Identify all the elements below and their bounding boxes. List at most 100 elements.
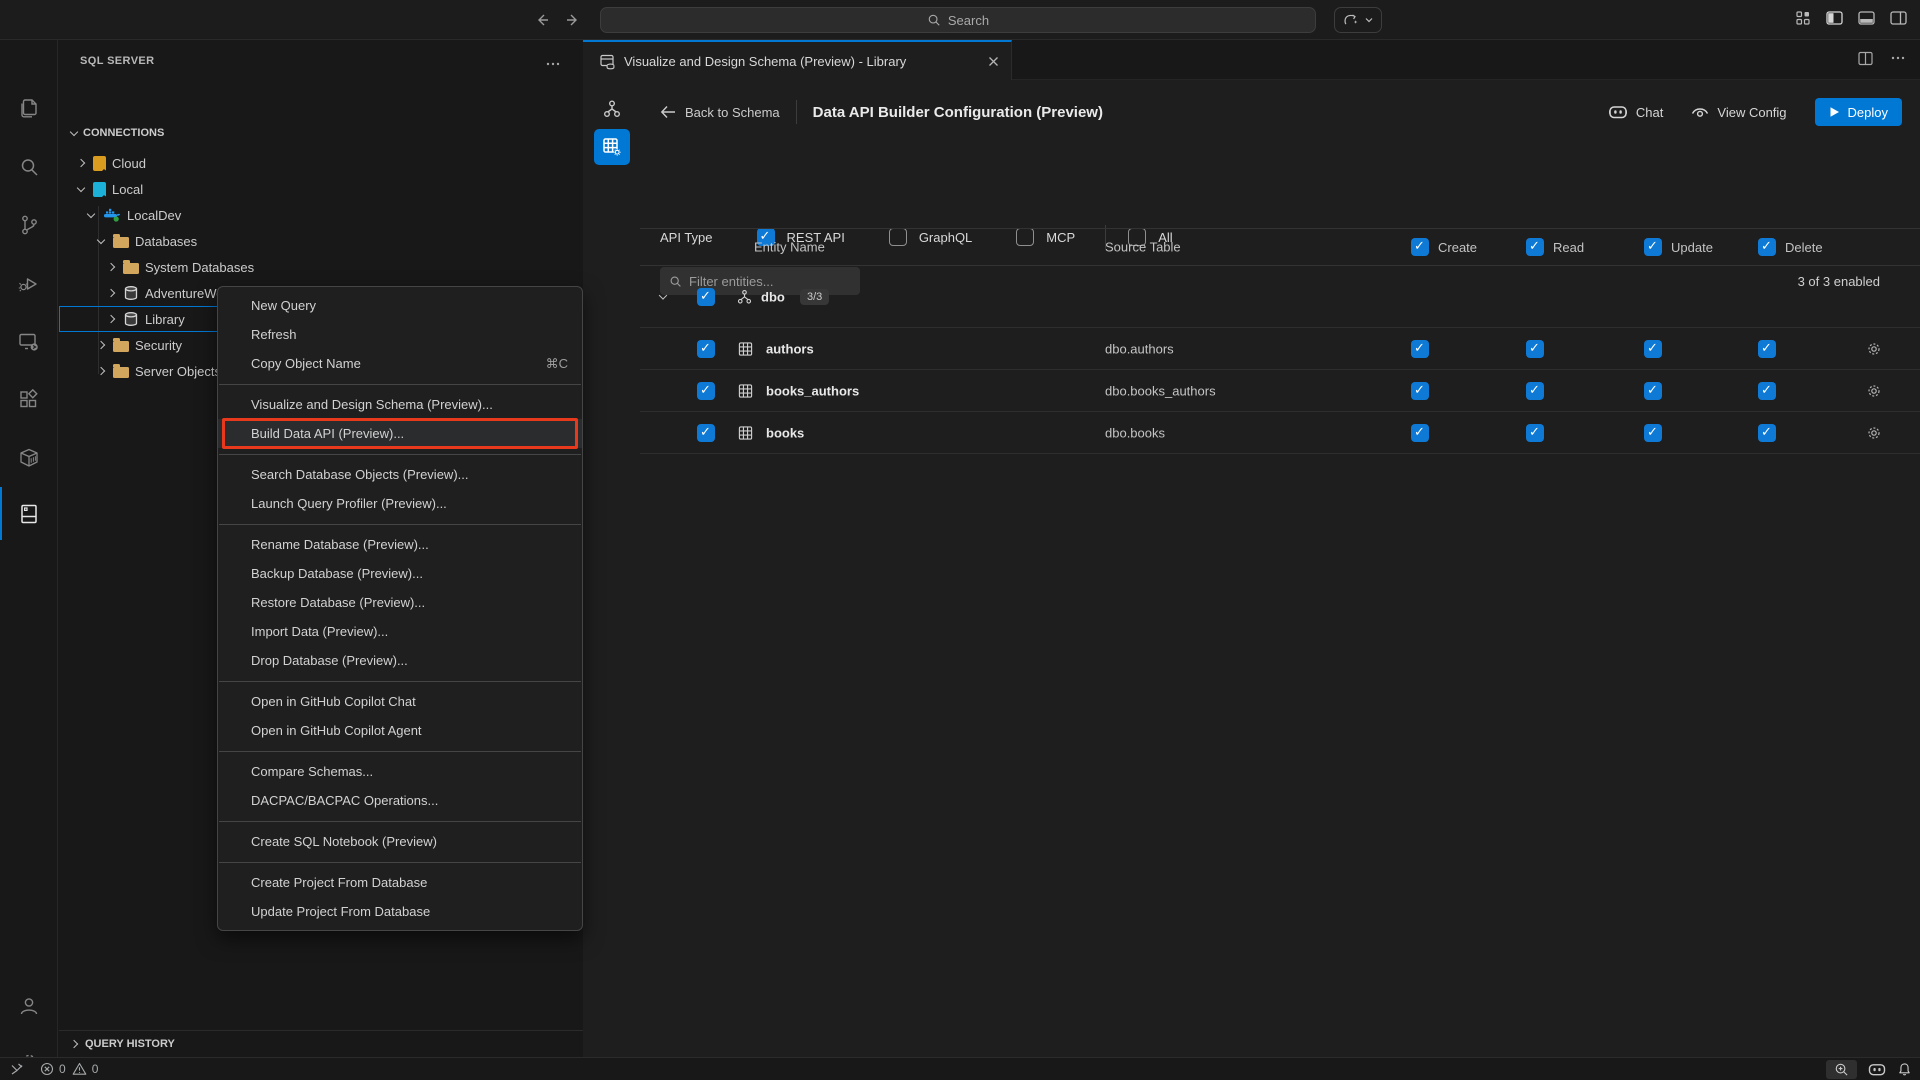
menu-item-new-query[interactable]: New Query [251,298,317,313]
menu-item-drop-database[interactable]: Drop Database (Preview)... [251,653,408,668]
connections-section-header[interactable]: CONNECTIONS [59,122,583,144]
table-icon [738,425,753,440]
tree-item-security[interactable]: Security [59,332,583,358]
menu-item-build-data-api[interactable]: Build Data API (Preview)... [218,418,582,449]
update-checkbox[interactable] [1644,339,1662,358]
toggle-editor-layout-icon[interactable] [1857,50,1874,67]
menu-item-launch-query-profiler[interactable]: Launch Query Profiler (Preview)... [251,496,447,511]
zoom-in-icon[interactable] [1826,1059,1857,1079]
chevron-down-icon [86,209,96,218]
table-row-books-authors[interactable]: books_authors dbo.books_authors [640,370,1920,412]
search-input[interactable]: Search [600,7,1316,33]
tree-item-library[interactable]: Library [59,306,583,332]
toggle-secondary-sidebar-icon[interactable] [1889,9,1908,27]
create-checkbox[interactable] [1411,423,1429,442]
read-checkbox[interactable] [1526,339,1544,358]
table-row-books[interactable]: books dbo.books [640,412,1920,454]
errors-indicator[interactable]: 0 [40,1062,66,1076]
context-menu: New Query Refresh Copy Object Name ⌘C Vis… [217,286,583,931]
folder-icon [113,233,129,248]
delete-column-checkbox[interactable] [1758,238,1776,256]
chat-button[interactable]: Chat [1608,104,1663,120]
row-settings-gear-icon[interactable] [1866,383,1882,399]
create-column-checkbox[interactable] [1411,238,1429,256]
schema-designer-icon [599,53,616,70]
menu-item-search-database-objects[interactable]: Search Database Objects (Preview)... [251,467,469,482]
update-column-checkbox[interactable] [1644,238,1662,256]
deploy-button[interactable]: Deploy [1814,98,1902,126]
run-and-debug-icon[interactable] [17,272,41,296]
crossed-chevrons-icon[interactable] [10,1062,24,1076]
delete-checkbox[interactable] [1758,423,1776,442]
menu-item-open-copilot-agent[interactable]: Open in GitHub Copilot Agent [251,723,422,738]
menu-item-refresh[interactable]: Refresh [251,327,297,342]
chevron-down-icon[interactable] [658,290,668,300]
extensions-icon[interactable] [17,388,41,412]
filter-entities-input[interactable] [689,273,849,289]
read-checkbox[interactable] [1526,381,1544,400]
menu-item-compare-schemas[interactable]: Compare Schemas... [251,764,374,779]
query-history-section-header[interactable]: QUERY HISTORY [59,1030,583,1057]
explorer-icon[interactable] [17,96,41,120]
menu-item-rename-database[interactable]: Rename Database (Preview)... [251,537,429,552]
row-checkbox[interactable] [697,381,715,400]
menu-item-update-project[interactable]: Update Project From Database [251,904,431,919]
tree-item-server-objects[interactable]: Server Objects [59,358,583,384]
tree-item-system-databases[interactable]: System Databases [59,254,583,280]
row-settings-gear-icon[interactable] [1866,341,1882,357]
menu-item-restore-database[interactable]: Restore Database (Preview)... [251,595,426,610]
toggle-primary-sidebar-icon[interactable] [1825,9,1844,27]
more-actions-icon[interactable] [545,56,561,72]
tree-item-databases[interactable]: Databases [59,228,583,254]
delete-checkbox[interactable] [1758,339,1776,358]
menu-item-dacpac-bacpac[interactable]: DACPAC/BACPAC Operations... [251,793,439,808]
update-checkbox[interactable] [1644,381,1662,400]
rest-api-checkbox[interactable] [756,228,775,246]
menu-item-copy-object-name[interactable]: Copy Object Name ⌘C [251,355,568,372]
folder-icon [113,363,129,378]
sql-server-view-icon[interactable] [17,502,41,526]
tree-item-cloud[interactable]: Cloud [59,150,583,176]
schema-diagram-view-icon[interactable] [594,91,630,127]
forward-arrow-icon[interactable] [562,9,584,31]
group-checkbox[interactable] [697,287,715,306]
menu-item-create-sql-notebook[interactable]: Create SQL Notebook (Preview) [251,834,437,849]
table-icon [738,383,753,398]
back-to-schema-link[interactable]: Back to Schema [660,105,780,120]
copilot-status-icon[interactable] [1867,1062,1887,1077]
menu-item-open-copilot-chat[interactable]: Open in GitHub Copilot Chat [251,694,416,709]
menu-item-visualize-design-schema[interactable]: Visualize and Design Schema (Preview)... [251,397,493,412]
toggle-panel-icon[interactable] [1857,9,1876,27]
tab-visualize-design-schema[interactable]: Visualize and Design Schema (Preview) - … [583,40,1012,80]
row-settings-gear-icon[interactable] [1866,425,1882,441]
create-checkbox[interactable] [1411,381,1429,400]
menu-item-import-data[interactable]: Import Data (Preview)... [251,624,389,639]
tree-item-localdev[interactable]: LocalDev [59,202,583,228]
update-checkbox[interactable] [1644,423,1662,442]
delete-checkbox[interactable] [1758,381,1776,400]
tree-item-local[interactable]: Local [59,176,583,202]
menu-item-create-project[interactable]: Create Project From Database [251,875,428,890]
row-checkbox[interactable] [697,423,715,442]
customize-layout-icon[interactable] [1794,9,1812,27]
schema-group-row[interactable]: dbo 3/3 [640,266,1920,328]
back-arrow-icon[interactable] [531,9,553,31]
data-api-builder-view-icon[interactable] [594,129,630,165]
copilot-menu-button[interactable] [1334,7,1382,33]
read-column-checkbox[interactable] [1526,238,1544,256]
view-config-button[interactable]: View Config [1691,105,1787,120]
remote-explorer-icon[interactable] [17,330,41,354]
search-view-icon[interactable] [17,155,41,179]
row-checkbox[interactable] [697,339,715,358]
source-control-icon[interactable] [17,213,41,237]
containers-icon[interactable] [17,446,41,470]
account-icon[interactable] [17,994,41,1018]
more-actions-icon[interactable] [1890,50,1906,67]
read-checkbox[interactable] [1526,423,1544,442]
create-checkbox[interactable] [1411,339,1429,358]
close-icon[interactable] [988,56,999,67]
table-row-authors[interactable]: authors dbo.authors [640,328,1920,370]
warnings-indicator[interactable]: 0 [72,1062,98,1076]
menu-item-backup-database[interactable]: Backup Database (Preview)... [251,566,423,581]
notifications-bell-icon[interactable] [1897,1062,1912,1077]
